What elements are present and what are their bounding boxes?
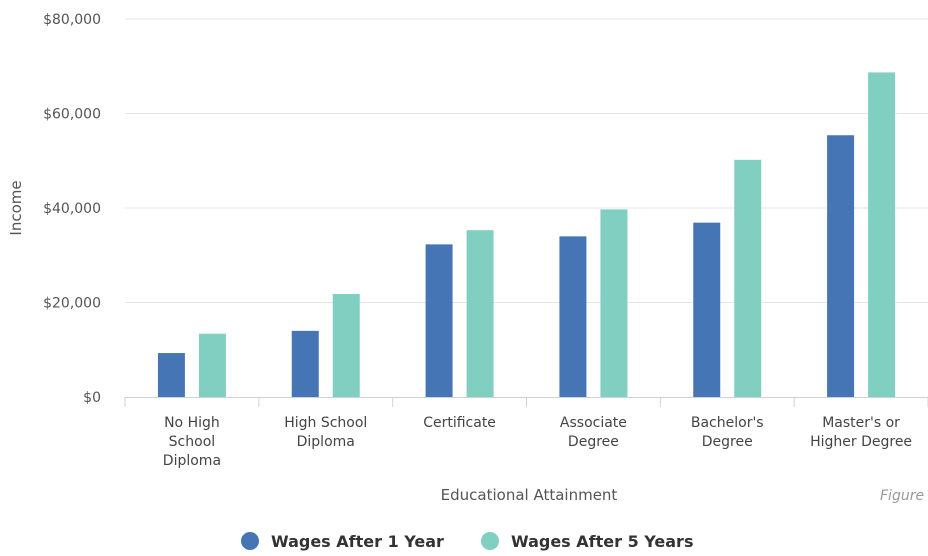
bar-wages-5-years — [868, 72, 896, 397]
y-tick-label: $60,000 — [43, 107, 101, 123]
y-axis-ticks: $0 $20,000 $40,000 $60,000 $80,000 — [43, 12, 101, 406]
legend-swatch — [241, 532, 259, 550]
legend-swatch — [481, 532, 499, 550]
bar-wages-1-year — [157, 353, 185, 397]
bar-wages-1-year — [291, 330, 319, 397]
x-axis-title: Educational Attainment — [441, 486, 618, 504]
x-axis-ticks — [124, 397, 928, 407]
y-tick-label: $80,000 — [43, 12, 101, 28]
x-category-label: Associate Degree — [560, 415, 627, 450]
bar-wages-5-years — [198, 333, 226, 397]
bar-wages-5-years — [466, 230, 494, 397]
bars — [157, 72, 896, 398]
x-axis-categories: No High School Diploma High School Diploma Ce… — [163, 415, 912, 469]
y-tick-label: $0 — [83, 390, 101, 406]
x-category-label: No High School Diploma — [163, 415, 221, 469]
bar-wages-1-year — [425, 244, 453, 397]
y-axis-title: Income — [7, 180, 25, 235]
x-category-label: Bachelor's Degree — [691, 415, 764, 450]
legend: Wages After 1 Year Wages After 5 Years — [241, 532, 693, 551]
bar-wages-1-year — [559, 236, 587, 397]
y-tick-label: $20,000 — [43, 296, 101, 312]
x-category-label: Master's or Higher Degree — [810, 415, 912, 450]
bar-wages-5-years — [332, 293, 360, 397]
figure-note: Figure 29(*6) — [880, 488, 928, 504]
bar-wages-1-year — [827, 135, 855, 398]
y-tick-label: $40,000 — [43, 201, 101, 217]
x-category-label: High School Diploma — [284, 415, 367, 450]
legend-label[interactable]: Wages After 1 Year — [271, 532, 444, 551]
bar-wages-5-years — [734, 159, 762, 397]
bar-wages-1-year — [693, 222, 721, 397]
x-category-label: Certificate — [423, 415, 496, 431]
bar-wages-5-years — [600, 209, 628, 397]
grid-lines — [125, 18, 928, 303]
legend-label[interactable]: Wages After 5 Years — [511, 532, 693, 551]
